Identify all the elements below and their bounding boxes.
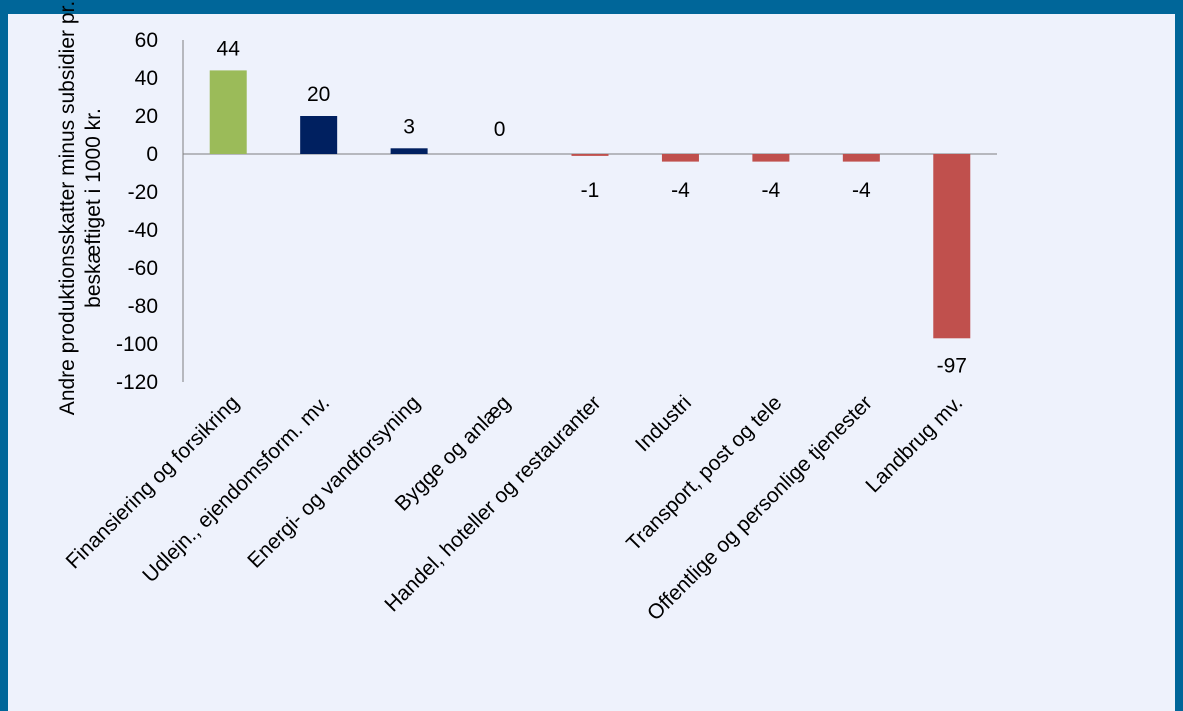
bar xyxy=(571,154,609,156)
title-bar xyxy=(0,0,1183,14)
y-tick-label: 60 xyxy=(135,29,158,52)
data-label: 20 xyxy=(307,83,330,106)
bar xyxy=(300,116,338,154)
y-tick-label: -120 xyxy=(116,371,158,394)
category-label: Landbrug mv. xyxy=(861,391,967,497)
bar xyxy=(390,148,428,154)
y-tick-label: 20 xyxy=(135,105,158,128)
bar xyxy=(661,154,699,162)
bar xyxy=(842,154,880,162)
data-label: 44 xyxy=(217,37,241,60)
y-axis-label-line: beskæftiget i 1000 kr. xyxy=(82,108,105,308)
category-label: Energi- og vandforsyning xyxy=(243,391,424,572)
y-tick-label: -80 xyxy=(128,295,158,318)
data-label: -4 xyxy=(852,179,871,202)
category-label: Industri xyxy=(631,391,696,456)
data-label: 0 xyxy=(494,118,506,141)
y-tick-label: -100 xyxy=(116,333,158,356)
data-label: 3 xyxy=(403,115,415,138)
data-label: -1 xyxy=(581,179,600,202)
bar xyxy=(209,70,247,154)
data-label: -4 xyxy=(671,179,690,202)
y-axis-label-line: Andre produktionsskatter minus subsidier… xyxy=(56,1,79,415)
y-tick-label: -20 xyxy=(128,181,158,204)
y-tick-label: -60 xyxy=(128,257,158,280)
y-tick-label: -40 xyxy=(128,219,158,242)
category-label: Finansiering og forsikring xyxy=(62,391,244,573)
category-label: Udlejn., ejendomsform. mv. xyxy=(138,391,334,587)
bar xyxy=(933,154,971,339)
y-axis-label: Andre produktionsskatter minus subsidier… xyxy=(56,1,105,415)
y-tick-label: 0 xyxy=(146,143,158,166)
data-label: -97 xyxy=(937,354,967,377)
data-label: -4 xyxy=(762,179,781,202)
bar xyxy=(752,154,790,162)
y-tick-label: 40 xyxy=(135,67,158,90)
category-label: Transport, post og tele xyxy=(622,391,786,555)
